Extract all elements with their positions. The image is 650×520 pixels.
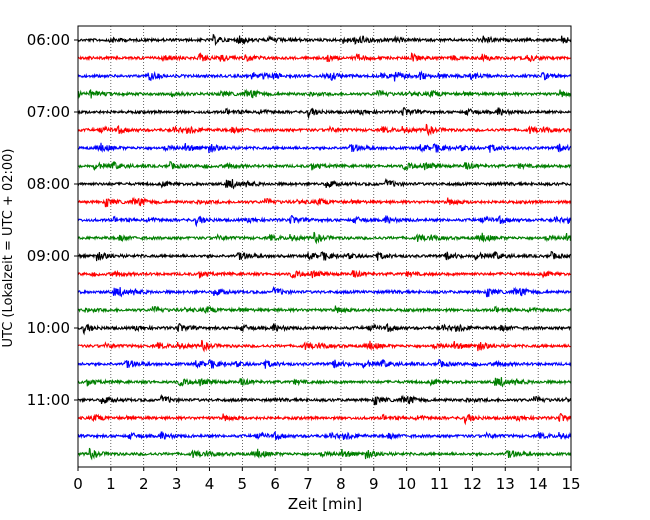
x-tick-label: 0 [73,475,83,493]
seismogram-trace [77,285,572,298]
x-tick-label: 3 [172,475,182,493]
plot-frame [77,25,572,468]
seismogram-trace [77,177,572,190]
y-tick-label: 11:00 [27,391,70,409]
y-tick-label: 08:00 [27,175,70,193]
seismogram-trace [77,70,572,82]
x-tick-label: 11 [430,475,449,493]
x-tick-label: 1 [106,475,116,493]
x-tick-label: 15 [561,475,580,493]
x-tick-label: 2 [139,475,149,493]
seismogram-trace [77,412,572,426]
x-axis-label: Zeit [min] [288,495,362,513]
x-tick-label: 4 [205,475,215,493]
seismogram-trace [77,393,572,406]
y-tick-label: 10:00 [27,319,70,337]
x-axis: 0 1 2 3 4 5 6 7 8 9 10 11 12 13 14 15 [73,467,581,493]
seismogram-trace [77,231,572,245]
seismogram-trace [77,51,572,63]
y-tick-label: 06:00 [27,31,70,49]
seismogram-trace [77,358,572,369]
seismogram-trace [77,142,572,154]
seismogram-trace [77,305,572,315]
x-tick-label: 5 [238,475,248,493]
seismogram-trace [77,214,572,228]
seismogram-trace [77,196,572,208]
plot-area [77,25,572,468]
seismogram-trace [77,322,572,336]
seismogram-trace [77,160,572,171]
x-tick-label: 6 [270,475,280,493]
seismogram-trace [77,430,572,441]
x-tick-label: 9 [369,475,379,493]
seismogram-trace [77,88,572,99]
x-tick-label: 14 [529,475,548,493]
seismogram-trace [77,123,572,137]
seismogram-trace [77,377,572,388]
x-tick-label: 12 [463,475,482,493]
x-tick-label: 10 [397,475,416,493]
x-tick-label: 8 [336,475,346,493]
seismogram-trace [77,33,572,47]
y-tick-label: 07:00 [27,103,70,121]
seismogram-trace [77,269,572,279]
x-tick-label: 13 [496,475,515,493]
seismogram-trace [77,250,572,262]
seismogram-trace [77,447,572,461]
seismogram-trace [77,339,572,353]
x-tick-label: 7 [303,475,313,493]
y-tick-label: 09:00 [27,247,70,265]
y-axis-label: UTC (Lokalzeit = UTC + 02:00) [1,149,16,348]
y-axis: 06:00 07:00 08:00 09:00 10:00 11:00 [27,31,78,409]
seismogram-trace [77,106,572,120]
